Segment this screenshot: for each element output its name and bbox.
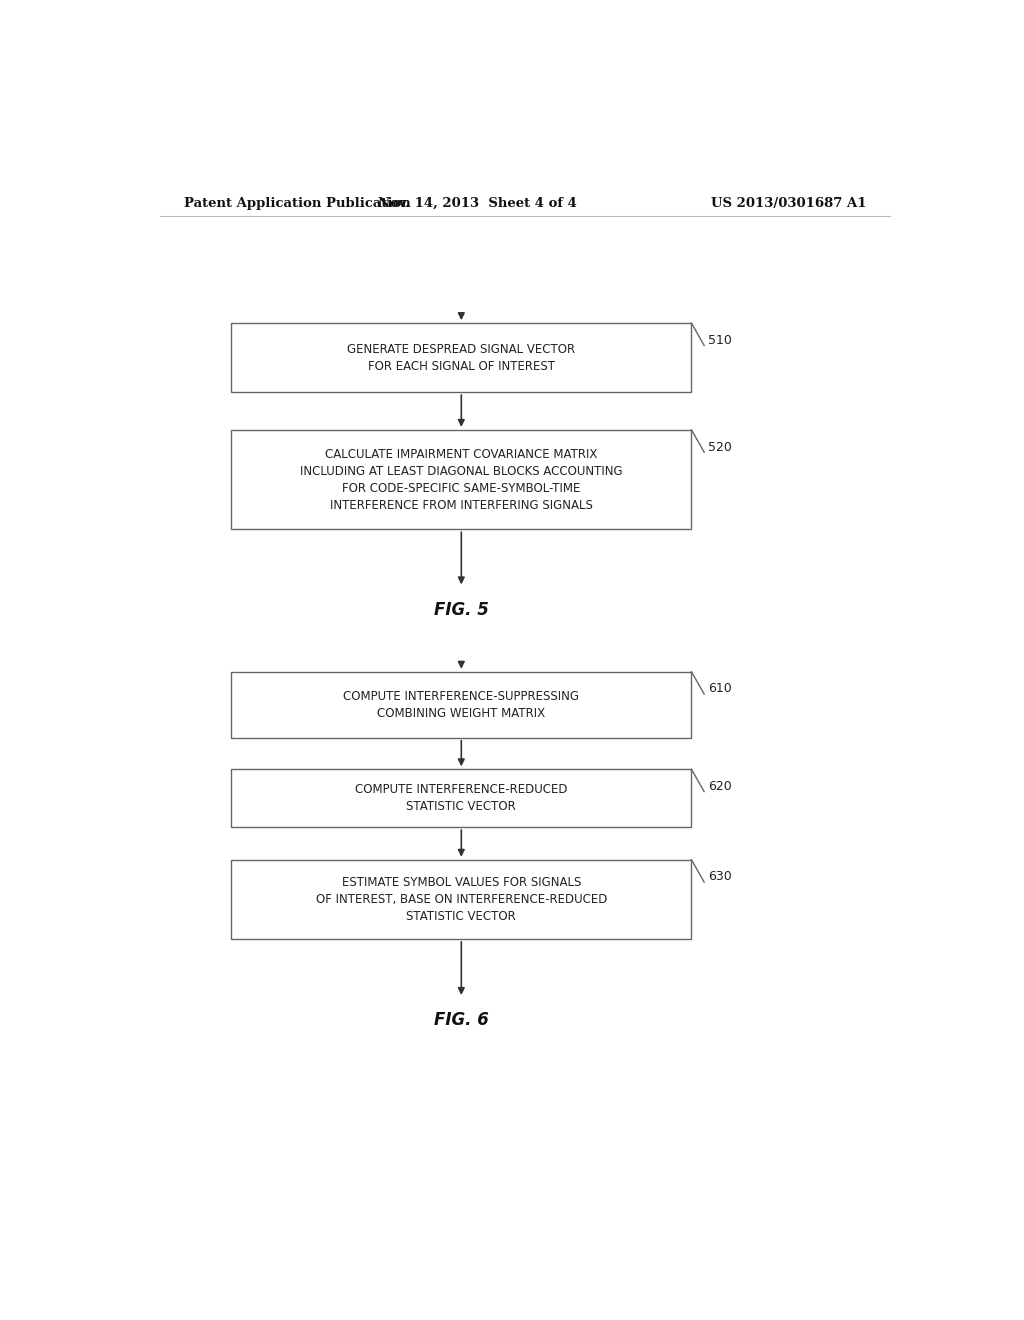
Bar xyxy=(231,430,691,529)
Bar xyxy=(231,859,691,939)
Bar xyxy=(231,323,691,392)
Text: Patent Application Publication: Patent Application Publication xyxy=(183,197,411,210)
Text: 620: 620 xyxy=(709,780,732,793)
Text: 630: 630 xyxy=(709,870,732,883)
Text: COMPUTE INTERFERENCE-REDUCED
STATISTIC VECTOR: COMPUTE INTERFERENCE-REDUCED STATISTIC V… xyxy=(355,783,567,813)
Text: GENERATE DESPREAD SIGNAL VECTOR
FOR EACH SIGNAL OF INTEREST: GENERATE DESPREAD SIGNAL VECTOR FOR EACH… xyxy=(347,343,575,372)
Text: 610: 610 xyxy=(709,682,732,696)
Text: Nov. 14, 2013  Sheet 4 of 4: Nov. 14, 2013 Sheet 4 of 4 xyxy=(378,197,577,210)
Bar xyxy=(231,672,691,738)
Text: FIG. 5: FIG. 5 xyxy=(434,601,488,619)
Text: 510: 510 xyxy=(709,334,732,347)
Text: CALCULATE IMPAIRMENT COVARIANCE MATRIX
INCLUDING AT LEAST DIAGONAL BLOCKS ACCOUN: CALCULATE IMPAIRMENT COVARIANCE MATRIX I… xyxy=(300,447,623,512)
Text: ESTIMATE SYMBOL VALUES FOR SIGNALS
OF INTEREST, BASE ON INTERFERENCE-REDUCED
STA: ESTIMATE SYMBOL VALUES FOR SIGNALS OF IN… xyxy=(315,876,607,923)
Bar xyxy=(231,770,691,828)
Text: FIG. 6: FIG. 6 xyxy=(434,1011,488,1030)
Text: 520: 520 xyxy=(709,441,732,454)
Text: US 2013/0301687 A1: US 2013/0301687 A1 xyxy=(711,197,866,210)
Text: COMPUTE INTERFERENCE-SUPPRESSING
COMBINING WEIGHT MATRIX: COMPUTE INTERFERENCE-SUPPRESSING COMBINI… xyxy=(343,690,580,719)
